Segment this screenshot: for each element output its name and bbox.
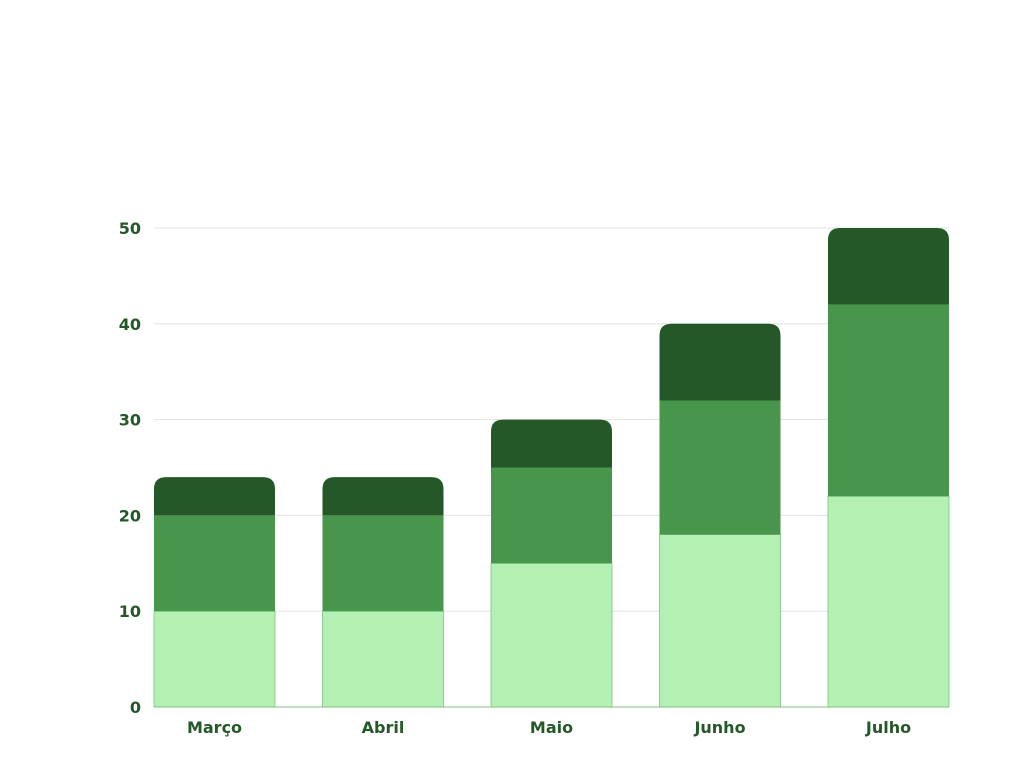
bar-segment: [659, 400, 781, 535]
bar-segment: [827, 495, 950, 708]
bar-segment: [828, 228, 949, 305]
bar-stack: [659, 323, 781, 708]
y-tick-label: 0: [130, 698, 141, 717]
bar-stack: [153, 477, 276, 708]
bar-segment: [828, 304, 949, 497]
y-tick-labels: 0 10 20 30 40 50: [119, 219, 141, 717]
bar-segment: [491, 419, 612, 468]
x-tick-label: Maio: [530, 718, 573, 737]
bar-segment: [322, 477, 444, 516]
bar-stack: [322, 477, 444, 708]
bar-segment: [322, 610, 444, 708]
bar-stack: [490, 419, 613, 708]
x-tick-label: Julho: [865, 718, 911, 737]
x-tick-label: Junho: [693, 718, 745, 737]
x-tick-label: Abril: [362, 718, 405, 737]
y-tick-label: 30: [119, 411, 141, 430]
y-tick-label: 40: [119, 315, 141, 334]
bar-stack: [827, 228, 950, 708]
y-tick-label: 50: [119, 219, 141, 238]
bar-segment: [322, 515, 444, 612]
bar-segment: [659, 323, 781, 401]
bar-segment: [491, 467, 612, 564]
bar-segment: [154, 477, 275, 516]
bar-segment: [490, 562, 613, 708]
y-tick-label: 20: [119, 506, 141, 525]
x-tick-label: Março: [187, 718, 242, 737]
y-tick-label: 10: [119, 602, 141, 621]
x-tick-labels: Março Abril Maio Junho Julho: [187, 718, 911, 737]
bar-segment: [659, 534, 781, 708]
bar-segment: [153, 610, 276, 708]
bars: [153, 228, 950, 708]
bar-segment: [154, 515, 275, 612]
